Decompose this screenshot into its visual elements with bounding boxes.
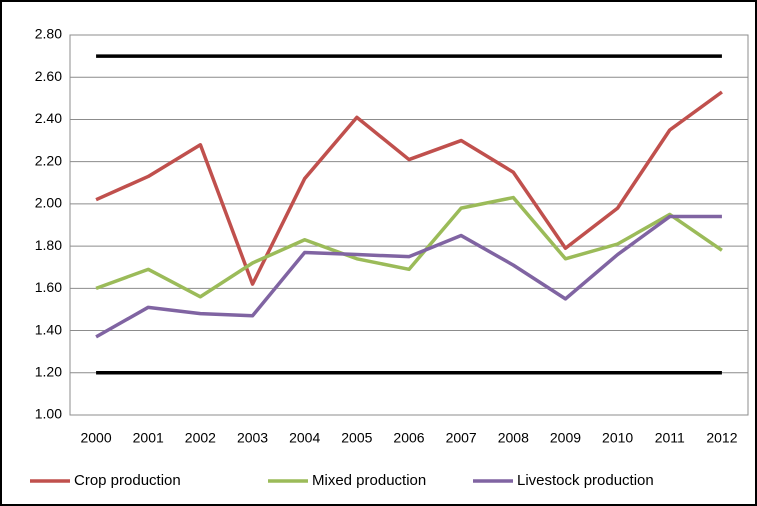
y-tick-label: 1.80 xyxy=(35,237,62,253)
x-tick-label: 2006 xyxy=(393,430,424,446)
x-tick-label: 2008 xyxy=(498,430,529,446)
x-tick-label: 2004 xyxy=(289,430,320,446)
legend-label: Livestock production xyxy=(517,472,654,489)
y-tick-label: 2.20 xyxy=(35,152,62,168)
x-tick-label: 2001 xyxy=(133,430,164,446)
x-tick-label: 2010 xyxy=(602,430,633,446)
y-tick-label: 1.20 xyxy=(35,363,62,379)
y-tick-label: 2.40 xyxy=(35,110,62,126)
y-tick-label: 2.00 xyxy=(35,195,62,211)
legend-label: Mixed production xyxy=(312,472,426,489)
y-tick-label: 1.60 xyxy=(35,279,62,295)
y-tick-label: 2.60 xyxy=(35,68,62,84)
x-tick-label: 2005 xyxy=(341,430,372,446)
line-series xyxy=(95,214,722,339)
y-tick-label: 1.00 xyxy=(35,406,62,422)
y-tick-label: 2.80 xyxy=(35,26,62,42)
x-tick-label: 2002 xyxy=(185,430,216,446)
x-tick-label: 2003 xyxy=(237,430,268,446)
x-tick-label: 2012 xyxy=(706,430,737,446)
line-series xyxy=(95,90,723,286)
x-tick-label: 2009 xyxy=(550,430,581,446)
x-tick-label: 2007 xyxy=(446,430,477,446)
x-tick-label: 2011 xyxy=(655,430,685,446)
plot-area xyxy=(69,34,749,416)
legend-label: Crop production xyxy=(74,472,181,489)
y-tick-label: 1.40 xyxy=(35,321,62,337)
x-tick-label: 2000 xyxy=(80,430,111,446)
line-series xyxy=(95,195,723,299)
